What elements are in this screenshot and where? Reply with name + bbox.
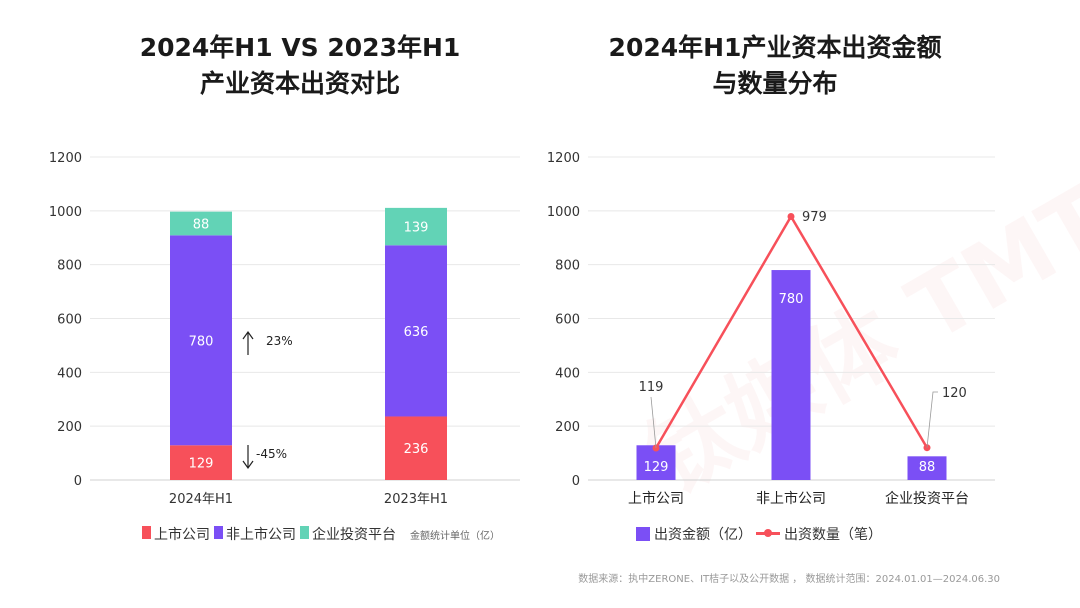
legend-item-count: 出资数量（笔） xyxy=(756,524,882,544)
arrow-down-icon-head xyxy=(242,460,254,470)
left-y-tick-label: 800 xyxy=(57,259,82,274)
bar-2024年H1-非上市公司 xyxy=(170,235,232,446)
label-leader xyxy=(650,396,657,449)
bar-data-label: 129 xyxy=(644,460,669,475)
label-leader xyxy=(926,391,938,448)
bar-data-label: 88 xyxy=(919,460,936,475)
right-y-tick-label: 0 xyxy=(572,474,580,489)
left-y-tick-label: 1200 xyxy=(49,151,82,166)
legend-label: 出资金额（亿） xyxy=(654,527,752,543)
legend-label: 出资数量（笔） xyxy=(784,527,882,543)
right-y-tick-label: 200 xyxy=(555,420,580,435)
legend-label: 上市公司 xyxy=(154,527,210,543)
right-x-tick-label: 非上市公司 xyxy=(756,490,826,507)
left-y-tick-label: 0 xyxy=(74,474,82,489)
bar-data-label: 139 xyxy=(404,221,429,236)
left-x-tick-label: 2023年H1 xyxy=(384,492,448,507)
legend-swatch xyxy=(142,526,151,539)
bar-2024年H1-上市公司 xyxy=(170,445,232,480)
legend-label: 非上市公司 xyxy=(226,527,296,543)
right-y-tick-label: 600 xyxy=(555,313,580,328)
legend-swatch xyxy=(636,527,650,541)
right-y-tick-label: 400 xyxy=(555,366,580,381)
left-y-tick-label: 400 xyxy=(57,366,82,381)
bar-data-label: 780 xyxy=(189,334,214,349)
right-y-tick-label: 800 xyxy=(555,259,580,274)
line-data-label: 979 xyxy=(802,210,827,225)
legend-line-swatch xyxy=(756,529,780,537)
left-x-tick-label: 2024年H1 xyxy=(169,492,233,507)
left-y-tick-label: 1000 xyxy=(49,205,82,220)
legend-swatch xyxy=(214,526,223,539)
bar-data-label: 636 xyxy=(404,325,429,340)
line-data-label: 119 xyxy=(639,380,664,395)
bar-data-label: 780 xyxy=(779,292,804,307)
bar-data-label: 236 xyxy=(404,442,429,457)
right-legend: 出资金额（亿） 出资数量（笔） xyxy=(636,524,882,544)
bar-data-label: 129 xyxy=(189,457,214,472)
bar-2023年H1-企业投资平台 xyxy=(385,207,447,246)
bar-2023年H1-上市公司 xyxy=(385,416,447,480)
left-title-line-1: 2024年H1 VS 2023年H1 xyxy=(139,33,461,62)
line-point xyxy=(787,212,795,220)
legend-item-platform: 企业投资平台 xyxy=(300,524,396,544)
line-data-label: 120 xyxy=(942,386,967,401)
right-title-line-2: 与数量分布 xyxy=(712,69,838,98)
annotation-growth: 23% xyxy=(266,334,293,348)
right-x-tick-label: 企业投资平台 xyxy=(885,490,969,507)
right-title-line-1: 2024年H1产业资本出资金额 xyxy=(608,33,942,62)
bar-2023年H1-非上市公司 xyxy=(385,245,447,417)
annotation-decline: -45% xyxy=(256,447,287,461)
right-x-tick-label: 上市公司 xyxy=(628,490,684,507)
left-legend: 上市公司 非上市公司 企业投资平台 金额统计单位（亿） xyxy=(142,524,500,544)
legend-item-unlisted: 非上市公司 xyxy=(214,524,296,544)
bar-2024年H1-企业投资平台 xyxy=(170,211,232,236)
left-y-tick-label: 200 xyxy=(57,420,82,435)
legend-item-amount: 出资金额（亿） xyxy=(636,524,752,544)
unit-note: 金额统计单位（亿） xyxy=(410,530,500,542)
right-y-tick-label: 1000 xyxy=(547,205,580,220)
arrow-up-icon-head xyxy=(242,330,254,340)
legend-swatch xyxy=(300,526,309,539)
right-y-tick-label: 1200 xyxy=(547,151,580,166)
bar-非上市公司 xyxy=(771,270,811,480)
data-source: 数据来源：执中ZERONE、IT桔子以及公开数据 ， 数据统计范围：2024.0… xyxy=(578,574,1000,585)
left-title-line-2: 产业资本出资对比 xyxy=(199,69,400,98)
legend-label: 企业投资平台 xyxy=(312,527,396,543)
left-chart-title: 2024年H1 VS 2023年H1 产业资本出资对比 xyxy=(60,30,540,102)
bar-data-label: 88 xyxy=(193,217,210,232)
right-chart-title: 2024年H1产业资本出资金额 与数量分布 xyxy=(540,30,1010,102)
legend-item-listed: 上市公司 xyxy=(142,524,210,544)
bar-企业投资平台 xyxy=(907,456,947,480)
left-y-tick-label: 600 xyxy=(57,313,82,328)
